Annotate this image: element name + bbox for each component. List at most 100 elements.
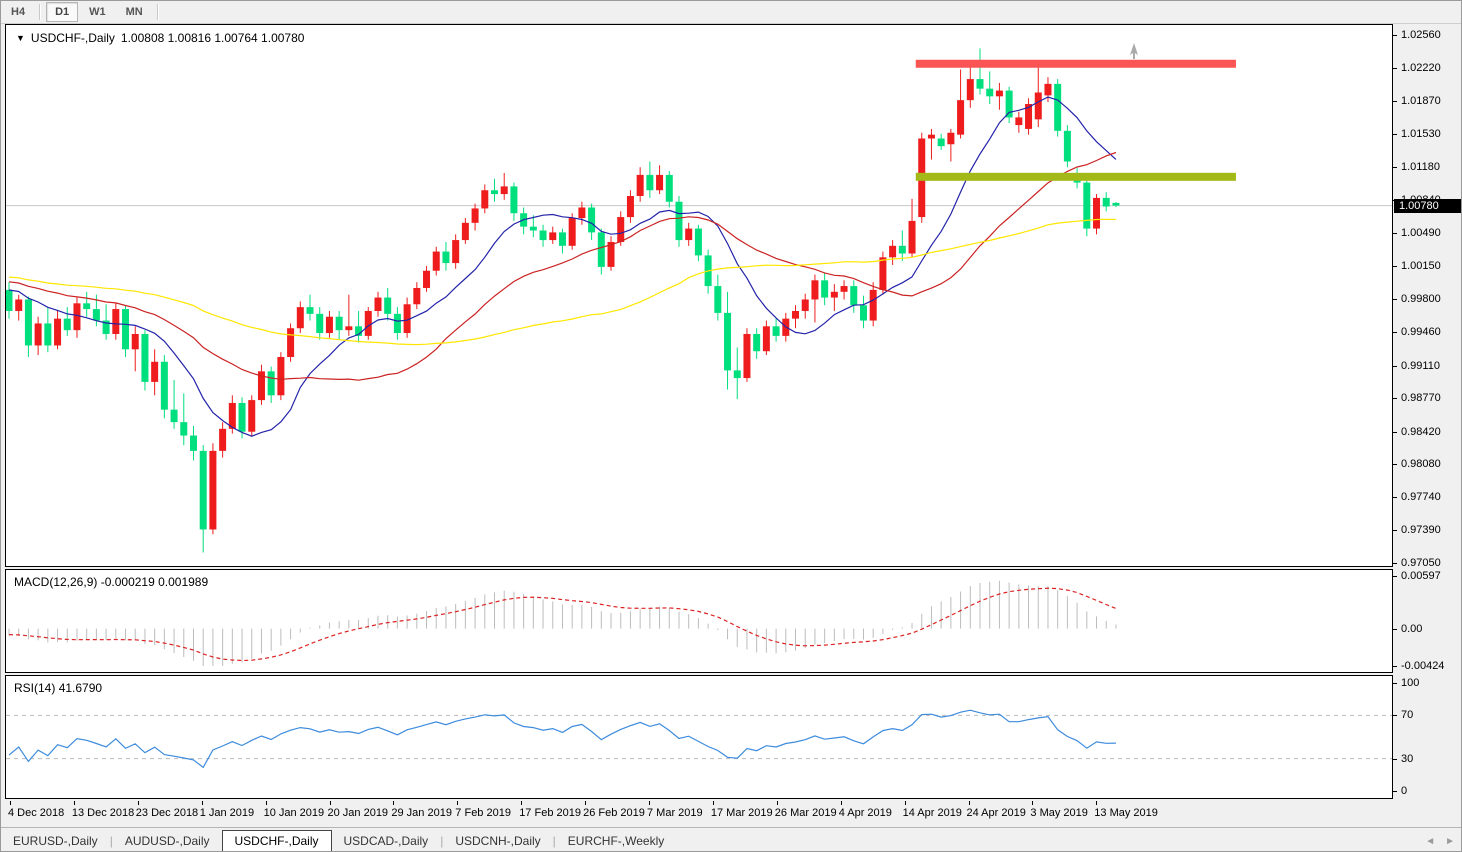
candle-body: [694, 228, 702, 256]
candle-body: [413, 287, 421, 305]
timeframe-button-w1[interactable]: W1: [89, 6, 106, 18]
candle-body: [141, 333, 149, 382]
macd-axis-tick: [1393, 666, 1397, 667]
cursor-arrow-icon: [1130, 43, 1138, 59]
candle-body: [24, 299, 32, 346]
price-axis-tick: [1393, 133, 1397, 135]
rsi-line: [8, 709, 1116, 769]
candle-body: [558, 232, 566, 246]
chart-tab-usdcad[interactable]: USDCAD-,Daily: [343, 834, 429, 848]
candle-body: [73, 303, 81, 331]
time-axis-label: 7 Feb 2019: [455, 807, 511, 819]
time-axis-tick: [457, 801, 459, 805]
candle-body: [92, 309, 100, 321]
time-axis-label: 10 Jan 2019: [263, 807, 325, 819]
candle-body: [170, 409, 178, 423]
price-axis-tick: [1393, 265, 1397, 267]
candle-body: [549, 232, 557, 241]
price-axis-label: 0.98080: [1401, 458, 1441, 471]
moving-average-10: [8, 96, 1117, 437]
candle-body: [986, 88, 994, 97]
chart-tab-audusd[interactable]: AUDUSD-,Daily: [124, 834, 210, 848]
time-axis-tick: [201, 801, 203, 805]
macd-axis-label: -0.00424: [1401, 660, 1445, 672]
chart-tab-usdchf[interactable]: USDCHF-,Daily: [221, 830, 332, 851]
candle-body: [821, 280, 829, 298]
moving-average-50: [8, 218, 1116, 346]
candle-body: [665, 174, 673, 202]
chart-tab-eurusd[interactable]: EURUSD-,Daily: [13, 834, 98, 848]
candle-body: [1083, 182, 1091, 229]
price-axis-tick: [1393, 167, 1397, 169]
rsi-axis[interactable]: 100 70 30 0: [1393, 675, 1461, 799]
symbol-dropdown-icon[interactable]: ▼: [16, 33, 25, 43]
price-axis[interactable]: 1.00780 1.02560 1.02220 1.01870 1.01530 1.01…: [1393, 24, 1461, 569]
candle-body: [869, 289, 877, 321]
candle-body: [927, 134, 935, 139]
tab-scroll-left-button[interactable]: ◄: [1425, 835, 1436, 847]
candle-body: [859, 305, 867, 321]
candle-body: [607, 241, 615, 267]
candle-body: [15, 299, 23, 311]
time-axis-label: 1 Jan 2019: [199, 807, 255, 819]
macd-plot[interactable]: [6, 570, 1392, 672]
macd-axis[interactable]: 0.00597 0.00 -0.00424: [1393, 569, 1461, 673]
time-axis-label: 24 Apr 2019: [966, 807, 1026, 819]
price-axis-label: 1.01870: [1401, 95, 1441, 108]
time-axis-label: 23 Dec 2018: [135, 807, 199, 819]
macd-axis-label: 0.00: [1401, 622, 1423, 635]
price-axis-tick: [1393, 101, 1397, 103]
time-axis[interactable]: 4 Dec 2018 13 Dec 2018 23 Dec 2018 1 Jan 20…: [5, 801, 1393, 825]
price-axis-tick: [1393, 233, 1397, 235]
price-axis-label: 0.97050: [1401, 557, 1441, 569]
rsi-plot[interactable]: [6, 676, 1392, 798]
candle-body: [1015, 117, 1023, 126]
time-axis-label: 29 Jan 2019: [391, 807, 452, 819]
macd-indicator-panel[interactable]: MACD(12,26,9) -0.000219 0.001989: [5, 569, 1393, 673]
candle-body: [180, 422, 188, 436]
timeframe-button-mn[interactable]: MN: [125, 6, 143, 18]
candle-body: [675, 201, 683, 241]
tab-scroll-right-button[interactable]: ►: [1445, 835, 1455, 847]
time-axis-label: 26 Feb 2019: [583, 807, 645, 819]
price-axis-label: 0.97390: [1401, 524, 1441, 537]
tab-separator: |: [109, 834, 113, 848]
candle-body: [1063, 130, 1071, 162]
time-axis-tick: [73, 801, 75, 805]
price-axis-label: 1.00150: [1401, 259, 1441, 272]
chart-tab-eurchf[interactable]: EURCHF-,Weekly: [567, 834, 665, 848]
time-axis-tick: [712, 801, 714, 805]
candle-body: [539, 230, 547, 241]
price-axis-tick: [1393, 398, 1397, 400]
candle-body: [529, 226, 537, 231]
candle-body: [287, 328, 295, 357]
candle-body: [578, 207, 586, 219]
time-axis-label: 20 Jan 2019: [327, 807, 389, 819]
price-axis-label: 1.01530: [1401, 127, 1441, 140]
time-axis-label: 4 Apr 2019: [838, 807, 892, 819]
timeframe-button-h4[interactable]: H4: [11, 6, 26, 18]
candle-body: [714, 286, 722, 313]
candle-body: [461, 222, 469, 241]
candle-body: [995, 90, 1003, 97]
candle-body: [1093, 197, 1101, 229]
timeframe-button-d1[interactable]: D1: [46, 2, 79, 22]
candle-body: [189, 435, 197, 451]
candle-body: [471, 208, 479, 223]
price-chart-panel[interactable]: ▼ USDCHF-,Daily 1.00808 1.00816 1.00764 …: [5, 24, 1393, 567]
price-axis-label: 1.02220: [1401, 61, 1441, 74]
candle-body: [374, 297, 382, 311]
chart-tab-usdcnh[interactable]: USDCNH-,Daily: [455, 834, 541, 848]
candle-body: [160, 361, 168, 410]
candle-body: [316, 313, 324, 334]
candlestick-plot[interactable]: [6, 25, 1392, 566]
candle-body: [500, 186, 508, 195]
rsi-axis-tick: [1393, 683, 1397, 684]
candle-body: [364, 310, 372, 336]
price-axis-tick: [1393, 299, 1397, 301]
rsi-indicator-panel[interactable]: RSI(14) 41.6790: [5, 675, 1393, 799]
price-axis-tick: [1393, 365, 1397, 367]
candle-body: [879, 257, 887, 290]
candle-body: [801, 299, 809, 311]
